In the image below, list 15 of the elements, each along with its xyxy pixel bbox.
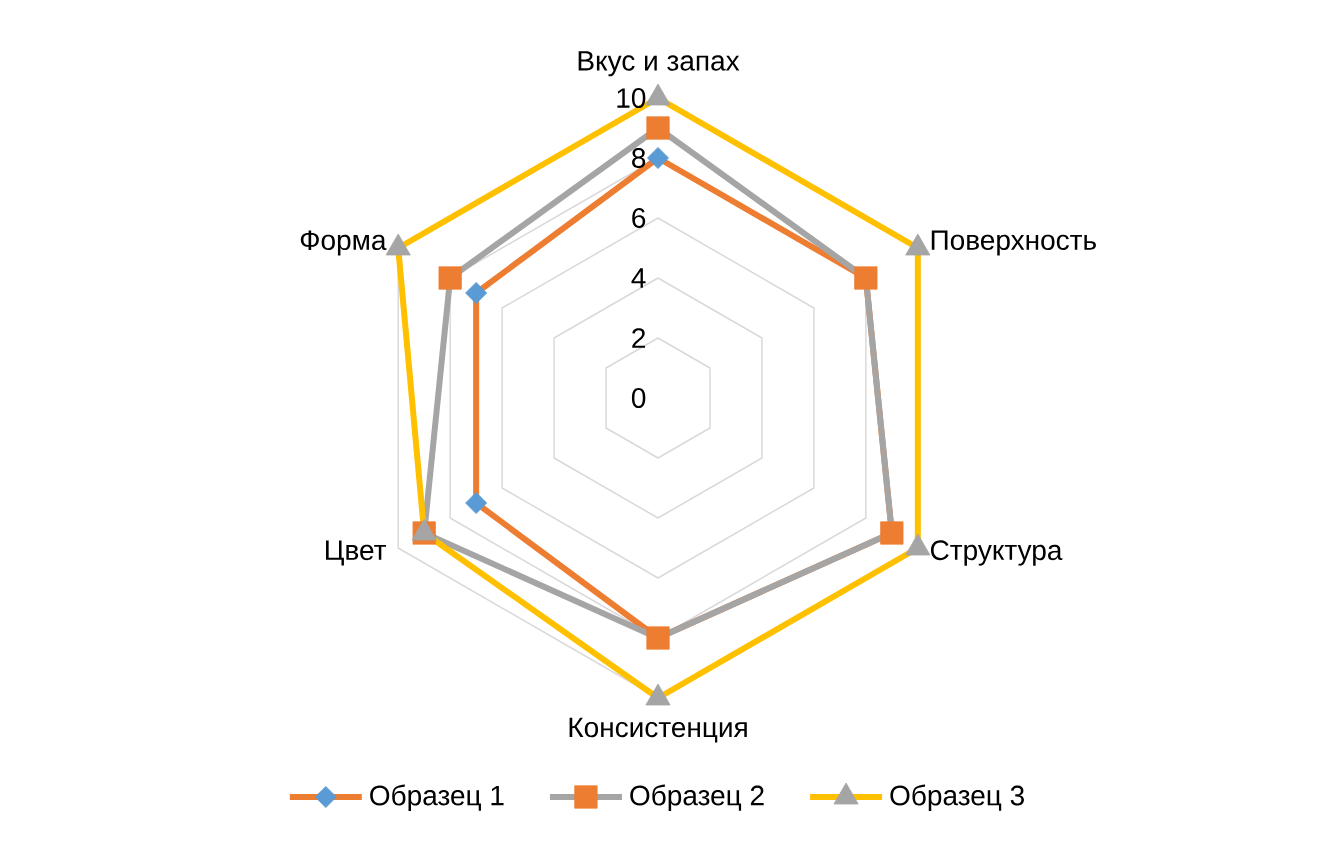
legend-label: Образец 2 <box>630 784 764 811</box>
y-tick-label: 2 <box>632 328 646 348</box>
spoke-label: Консистенция <box>569 717 747 743</box>
spoke-label: Цвет <box>326 540 387 566</box>
spoke-label: Поверхность <box>931 230 1096 256</box>
y-tick-label: 0 <box>631 388 646 408</box>
spoke-label: Вкус и запах <box>578 51 740 77</box>
legend-label: Образец 3 <box>890 784 1024 811</box>
y-tick-label: 6 <box>632 208 646 228</box>
legend-label: Образец 1 <box>370 784 504 811</box>
spoke-label: Форма <box>300 230 387 256</box>
y-tick-label: 10 <box>617 88 646 108</box>
y-tick-label: 4 <box>631 268 646 288</box>
y-tick-label: 8 <box>632 148 646 168</box>
spoke-label: Структура <box>930 540 1063 566</box>
